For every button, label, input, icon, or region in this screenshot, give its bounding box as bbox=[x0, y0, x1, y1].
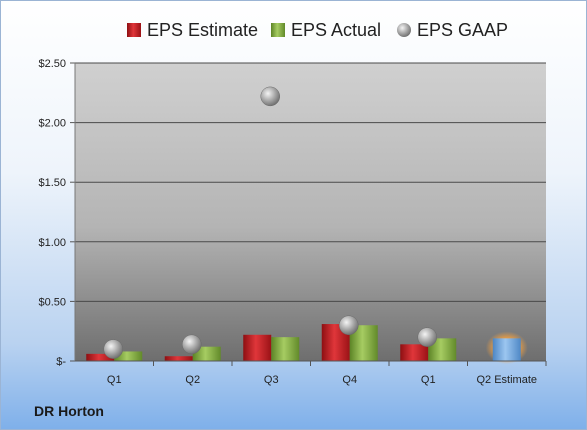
y-tick-label: $1.50 bbox=[38, 177, 66, 189]
gaap-point bbox=[182, 334, 202, 355]
gaap-point bbox=[417, 327, 437, 347]
gaap-point bbox=[260, 86, 280, 107]
bar-eps-estimate bbox=[243, 334, 272, 361]
plot-area bbox=[75, 63, 546, 361]
bar-eps-actual bbox=[428, 338, 457, 361]
legend-swatch-eps-estimate bbox=[127, 23, 141, 37]
y-tick-label: $1.00 bbox=[38, 237, 66, 249]
bar-q2-estimate bbox=[492, 338, 521, 361]
bar-eps-actual bbox=[114, 351, 143, 361]
y-axis-ticks: $- $0.50 $1.00 $1.50 $2.00 $2.50 bbox=[38, 58, 76, 368]
x-axis-ticks: Q1 Q2 Q3 Q4 Q1 Q2 Estimate bbox=[75, 360, 547, 386]
gaap-points bbox=[103, 86, 437, 359]
x-tick-label: Q2 Estimate bbox=[476, 374, 537, 386]
x-tick-label: Q3 bbox=[264, 374, 279, 386]
x-tick-label: Q1 bbox=[107, 374, 122, 386]
legend-label-eps-estimate: EPS Estimate bbox=[147, 20, 258, 40]
legend-swatch-eps-gaap bbox=[397, 23, 411, 37]
y-tick-label: $0.50 bbox=[38, 296, 66, 308]
x-tick-label: Q1 bbox=[421, 374, 436, 386]
legend-label-eps-actual: EPS Actual bbox=[291, 20, 381, 40]
bar-eps-actual bbox=[271, 337, 300, 361]
legend: EPS Estimate EPS Actual EPS GAAP bbox=[127, 20, 508, 40]
bar-eps-estimate bbox=[400, 344, 429, 361]
legend-label-eps-gaap: EPS GAAP bbox=[417, 20, 508, 40]
x-tick-label: Q4 bbox=[342, 374, 357, 386]
legend-item-eps-gaap: EPS GAAP bbox=[397, 20, 508, 40]
x-tick-label: Q2 bbox=[185, 374, 200, 386]
company-name: DR Horton bbox=[34, 403, 104, 419]
bar-eps-estimate bbox=[164, 356, 193, 361]
legend-swatch-eps-actual bbox=[271, 23, 285, 37]
gaap-point bbox=[103, 339, 123, 359]
bar-eps-estimate bbox=[86, 353, 115, 361]
gaap-point bbox=[339, 315, 359, 335]
y-tick-label: $2.00 bbox=[38, 118, 66, 130]
legend-item-eps-estimate: EPS Estimate bbox=[127, 20, 258, 40]
y-tick-label: $2.50 bbox=[38, 58, 66, 70]
bar-eps-actual bbox=[192, 346, 221, 361]
legend-item-eps-actual: EPS Actual bbox=[271, 20, 381, 40]
bars bbox=[86, 324, 528, 364]
y-tick-label: $- bbox=[56, 356, 66, 368]
